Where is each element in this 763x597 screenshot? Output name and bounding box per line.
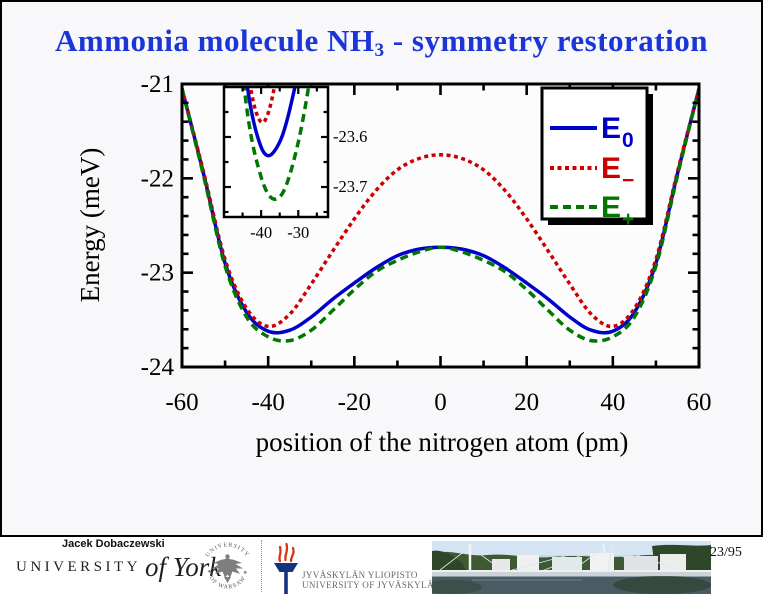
inset-y-tick-label: -23.7 <box>333 177 367 196</box>
university-of-warsaw-seal: UNIVERSITY ✶ OF WARSAW ✶ <box>205 542 249 590</box>
york-caps-text: UNIVERSITY <box>16 559 141 575</box>
eagle-icon <box>212 554 243 583</box>
university-of-jyvaskyla-logo-text: JYVÄSKYLÄN YLIOPISTO UNIVERSITY OF JYVÄS… <box>302 570 434 590</box>
legend: E0E−E+ <box>540 86 653 231</box>
footer: Jacek Dobaczewski UNIVERSITY of York UNIV… <box>0 537 763 597</box>
x-tick-label: -20 <box>338 389 371 416</box>
y-tick-label: -21 <box>141 71 174 98</box>
jyu-line2: UNIVERSITY OF JYVÄSKYLÄ <box>302 580 434 590</box>
inset-x-tick-label: -40 <box>250 223 272 242</box>
title-suffix: - symmetry restoration <box>384 23 708 58</box>
footer-divider <box>261 540 262 592</box>
inset-plot: -40 -30 -23.6 -23.7 <box>222 85 367 242</box>
page-number: 23/95 <box>710 545 742 560</box>
x-tick-label: 40 <box>600 389 625 416</box>
y-tick-label: -24 <box>141 354 175 381</box>
slide-body: Ammonia molecule NH3 - symmetry restorat… <box>0 0 763 537</box>
title-text: Ammonia molecule NH <box>55 23 375 58</box>
x-tick-label: 0 <box>434 389 447 416</box>
x-tick-label: 60 <box>687 389 712 416</box>
x-axis-title: position of the nitrogen atom (pm) <box>256 427 629 457</box>
torch-icon <box>274 542 298 594</box>
inset-x-tick-label: -30 <box>287 223 309 242</box>
title-subscript: 3 <box>374 39 385 61</box>
york-script-text: of York <box>145 552 222 582</box>
series-E+ <box>182 88 699 343</box>
legend-label-E+: E+ <box>601 191 634 231</box>
inset-y-tick-label: -23.6 <box>333 127 367 146</box>
energy-chart: -60 -40 -20 0 20 40 60 -21 -22 -23 -24 position of … <box>75 71 712 457</box>
slide-title: Ammonia molecule NH3 - symmetry restorat… <box>2 23 761 62</box>
author-name: Jacek Dobaczewski <box>62 538 165 550</box>
series-E- <box>182 88 699 329</box>
legend-label-E0: E0 <box>601 112 634 152</box>
legend-label-E-: E− <box>601 152 634 192</box>
y-tick-label: -23 <box>141 260 174 287</box>
jyu-line1: JYVÄSKYLÄN YLIOPISTO <box>302 570 418 580</box>
x-tick-label: 20 <box>514 389 539 416</box>
campus-bridge-photo <box>432 541 711 594</box>
y-axis-title: Energy (meV) <box>75 148 105 303</box>
x-tick-label: -40 <box>252 389 285 416</box>
y-tick-label: -22 <box>141 165 174 192</box>
university-of-york-logo: UNIVERSITY of York <box>16 554 221 581</box>
x-tick-label: -60 <box>165 389 198 416</box>
